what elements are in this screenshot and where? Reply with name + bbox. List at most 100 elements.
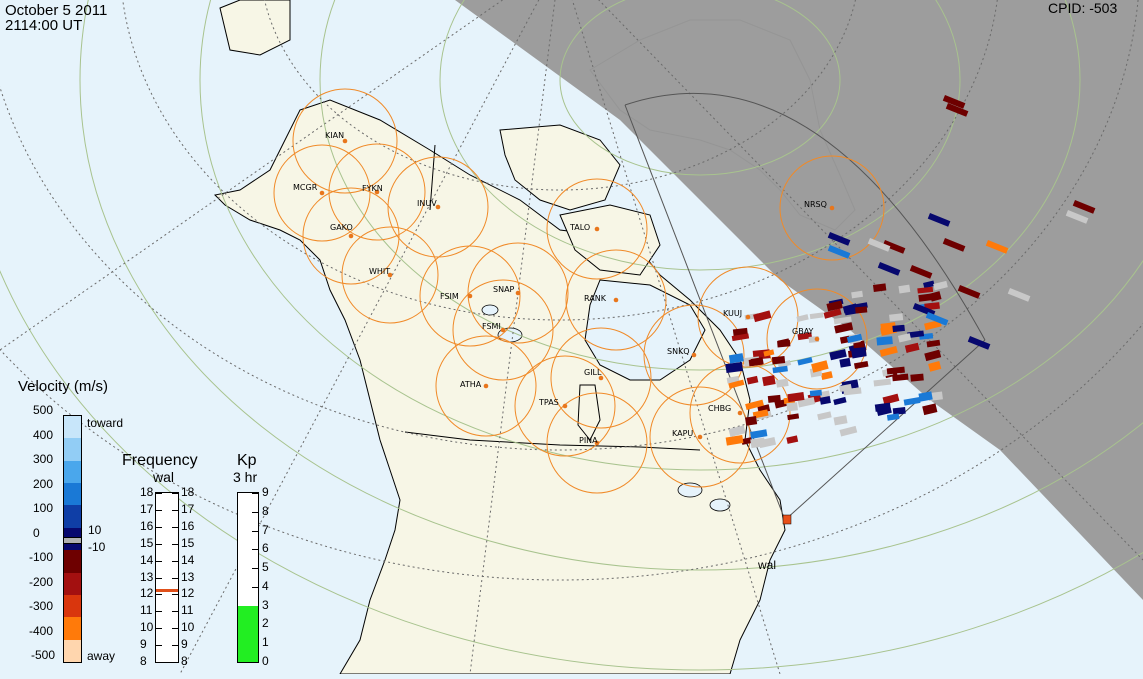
velocity-color-segment <box>64 483 81 506</box>
echo-cell <box>728 425 746 438</box>
echo-cell <box>909 264 933 279</box>
echo-cell <box>1065 209 1089 224</box>
echo-cell <box>846 333 863 344</box>
frequency-tick-right: 18 <box>181 485 195 499</box>
station-dot <box>483 383 489 389</box>
echo-cell <box>827 231 851 246</box>
echo-cell <box>809 389 822 397</box>
echo-cell <box>967 335 991 350</box>
kp-tick: 7 <box>262 522 269 537</box>
coverage-circles <box>273 88 885 494</box>
kp-tick: 9 <box>262 485 269 499</box>
echo-cell <box>833 415 848 426</box>
station-label: FSMI <box>482 322 501 331</box>
echo-cell <box>833 316 852 325</box>
station-label: ATHA <box>460 380 482 389</box>
echo-cell <box>851 347 867 359</box>
frequency-tick: 11 <box>140 603 153 618</box>
echo-cell <box>926 339 941 348</box>
station-dot <box>562 403 568 409</box>
borders <box>404 144 701 451</box>
stations: KIAN MCGR FYKN INUV GAKO WHIT FSIM SNAP FSMI TALO… <box>293 131 835 446</box>
echo-cell <box>767 394 781 403</box>
coverage-circle <box>341 226 439 324</box>
echo-cells <box>725 94 1096 449</box>
velocity-tick: 200 <box>33 476 54 491</box>
echo-cell <box>826 300 843 312</box>
coverage-circle <box>546 392 648 494</box>
echo-cell <box>985 239 1009 254</box>
velocity-color-segment <box>64 572 81 595</box>
frequency-tick: 9 <box>140 637 147 652</box>
velocity-tick: 500 <box>33 403 54 417</box>
echo-cell <box>892 407 906 415</box>
frequency-tick: 16 <box>140 518 154 533</box>
frequency-tick: 10 <box>140 620 154 635</box>
echo-cell <box>758 437 777 449</box>
echo-cell <box>786 435 799 444</box>
station-label: WHIT <box>369 267 390 276</box>
station-dot <box>387 272 393 278</box>
date-label: October 5 2011 <box>5 2 108 19</box>
echo-cell <box>827 244 851 259</box>
echo-cell <box>917 286 934 294</box>
station-label: INUV <box>417 199 437 208</box>
echo-cell <box>839 383 852 393</box>
station-dot <box>467 293 473 299</box>
station-label: SNAP <box>493 285 515 294</box>
velocity-tick: 400 <box>33 427 54 442</box>
echo-cell <box>741 437 753 445</box>
echo-cell <box>762 375 776 387</box>
echo-cell <box>904 342 920 353</box>
radar-site-marker <box>782 514 792 525</box>
echo-cell <box>796 314 809 322</box>
echo-cell <box>923 280 935 289</box>
echo-cell <box>753 310 772 323</box>
frequency-tick-right: 11 <box>181 603 194 618</box>
velocity-tick: -100 <box>29 550 54 564</box>
echo-cell <box>731 333 750 342</box>
frequency-tick-right: 10 <box>181 620 195 635</box>
echo-cell <box>942 237 966 252</box>
echo-cell <box>1007 288 1031 302</box>
coverage-circle <box>546 178 648 280</box>
echo-cell <box>918 293 934 302</box>
echo-cell <box>787 391 805 403</box>
velocity-away-label: away <box>87 649 116 663</box>
station-dot <box>348 233 354 239</box>
coverage-circle <box>419 245 521 347</box>
echo-cell <box>876 406 892 417</box>
echo-cell <box>820 371 833 380</box>
kp-scale-title: Kp <box>237 452 257 469</box>
velocity-tick: 300 <box>33 452 54 466</box>
station-dot <box>814 336 820 342</box>
station-label: FSIM <box>440 292 459 301</box>
echo-cell <box>771 355 786 365</box>
station-dot <box>737 410 743 416</box>
station-dot <box>697 434 703 440</box>
kp-scale-subtitle: 3 hr <box>233 469 258 485</box>
echo-cell <box>745 415 758 426</box>
station-label: RANK <box>584 294 607 303</box>
station-label: TALO <box>569 223 590 232</box>
echo-cell <box>898 284 911 294</box>
velocity-tick: 0 <box>33 525 40 540</box>
echo-cell <box>811 360 829 373</box>
station-label: KIAN <box>325 131 344 140</box>
echo-cell <box>882 240 906 254</box>
station-dot <box>829 205 835 211</box>
velocity-tick: -200 <box>29 574 54 589</box>
frequency-tick-right: 14 <box>181 552 195 567</box>
echo-cell <box>889 313 904 322</box>
land-arctic-islands <box>499 124 621 211</box>
echo-cell <box>748 358 763 367</box>
frequency-tick: 17 <box>140 501 154 516</box>
coverage-circle <box>467 242 569 344</box>
frequency-scale-subtitle: wal <box>153 469 175 485</box>
echo-cell <box>903 397 921 406</box>
frequency-bar <box>155 492 179 663</box>
coverage-circle <box>273 144 371 242</box>
